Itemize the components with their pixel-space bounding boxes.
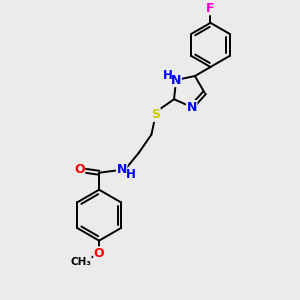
Text: N: N <box>187 100 197 114</box>
Text: S: S <box>151 108 160 121</box>
Text: CH₃: CH₃ <box>70 257 91 267</box>
Text: O: O <box>74 164 85 176</box>
Text: H: H <box>126 168 136 181</box>
Text: H: H <box>163 69 172 82</box>
Text: N: N <box>116 164 127 176</box>
Text: O: O <box>94 247 104 260</box>
Text: N: N <box>171 74 181 86</box>
Text: F: F <box>206 2 215 15</box>
